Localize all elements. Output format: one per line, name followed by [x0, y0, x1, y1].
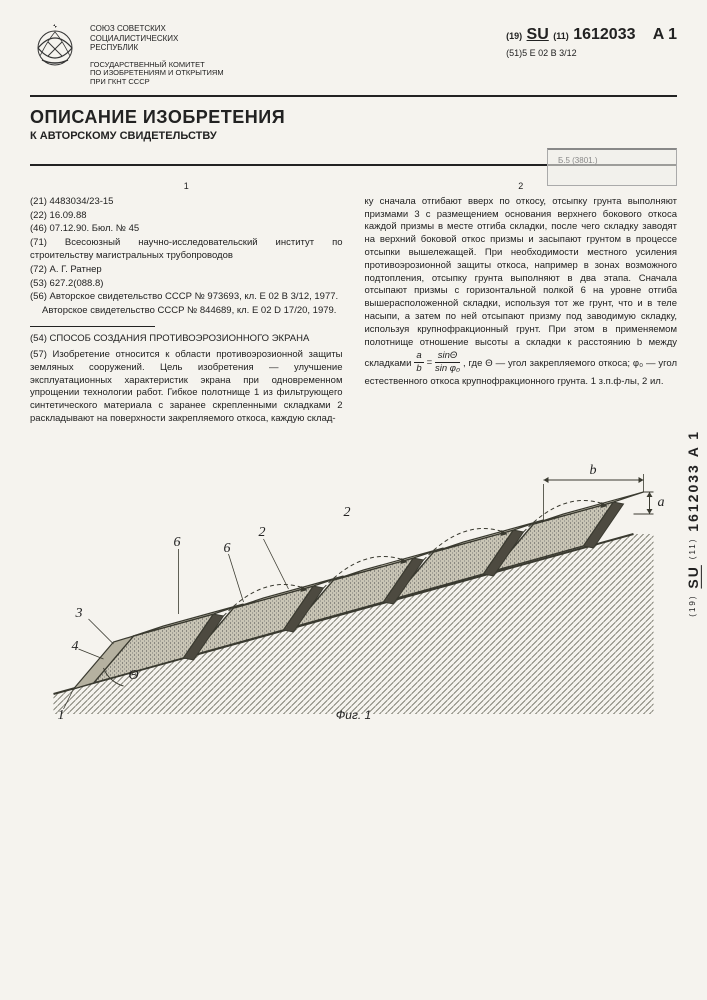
abstract-left: (57) Изобретение относится к области про… — [30, 349, 343, 426]
biblio-ref2: Авторское свидетельство СССР № 844689, к… — [30, 305, 343, 318]
side-suffix: A 1 — [685, 430, 701, 457]
invention-title: (54) СПОСОБ СОЗДАНИЯ ПРОТИВОЭРОЗИОННОГО … — [30, 333, 343, 346]
patent-id-block: (19) SU (11) 1612033 A 1 (51)5 E 02 B 3/… — [506, 20, 677, 58]
stamp-text: Б.5 (3801.) — [558, 156, 598, 165]
formula: a b = sinΘ sin φ₀ — [414, 357, 463, 368]
abstract-right-2: , где Θ — угол закрепляемого откоса; φ₀ … — [365, 357, 678, 387]
biblio-udc: (53) 627.2(088.8) — [30, 278, 343, 291]
svg-text:4: 4 — [72, 639, 79, 654]
pub-code-label: (11) — [553, 31, 569, 41]
svg-text:2: 2 — [259, 525, 266, 540]
abstract-right-1: ку сначала отгибают вверх по откосу, отс… — [365, 196, 678, 369]
biblio-appnum: (21) 4483034/23-15 — [30, 196, 343, 209]
title-block: ОПИСАНИЕ ИЗОБРЕТЕНИЯ К АВТОРСКОМУ СВИДЕТ… — [30, 107, 677, 142]
stamp-box: Б.5 (3801.) — [547, 148, 677, 186]
svg-text:1: 1 — [58, 708, 65, 723]
side-num: 1612033 — [685, 463, 701, 532]
country-code-label: (19) — [506, 31, 522, 41]
column-left: 1 (21) 4483034/23-15 (22) 16.09.88 (46) … — [30, 180, 343, 426]
doc-subtitle: К АВТОРСКОМУ СВИДЕТЕЛЬСТВУ — [30, 130, 677, 142]
biblio-pubdate: (46) 07.12.90. Бюл. № 45 — [30, 223, 343, 236]
svg-text:2: 2 — [344, 505, 351, 520]
figure-caption: Фиг. 1 — [336, 708, 371, 722]
state-emblem-icon — [30, 20, 80, 70]
bibliographic-data: (21) 4483034/23-15 (22) 16.09.88 (46) 07… — [30, 196, 343, 318]
column-right: 2 ку сначала отгибают вверх по откосу, о… — [365, 180, 678, 426]
doc-title: ОПИСАНИЕ ИЗОБРЕТЕНИЯ — [30, 107, 677, 128]
svg-text:6: 6 — [174, 535, 181, 550]
country-su: SU — [527, 26, 549, 43]
figure-1: 1 3 4 6 6 2 2 Θ a b Фиг. 1 — [30, 454, 677, 724]
side-prefix: (19) — [688, 594, 697, 616]
col-num-1: 1 — [30, 180, 343, 192]
divider — [30, 95, 677, 97]
header: СОЮЗ СОВЕТСКИХ СОЦИАЛИСТИЧЕСКИХ РЕСПУБЛИ… — [30, 20, 677, 87]
svg-text:6: 6 — [224, 541, 231, 556]
divider-thin — [30, 326, 155, 327]
biblio-applicant: (71) Всесоюзный научно-исследовательский… — [30, 237, 343, 263]
ipc-class: (51)5 E 02 B 3/12 — [506, 48, 677, 58]
side-patent-code: (19) SU (11) 1612033 A 1 — [685, 430, 701, 617]
committee-name: ГОСУДАРСТВЕННЫЙ КОМИТЕТ ПО ИЗОБРЕТЕНИЯМ … — [90, 61, 496, 87]
svg-text:b: b — [590, 463, 597, 478]
body-columns: 1 (21) 4483034/23-15 (22) 16.09.88 (46) … — [30, 180, 677, 426]
kind-code: A 1 — [653, 26, 677, 43]
side-su: SU — [685, 565, 701, 588]
side-mid: (11) — [688, 538, 697, 560]
biblio-inventor: (72) А. Г. Ратнер — [30, 264, 343, 277]
svg-text:a: a — [658, 495, 665, 510]
svg-text:Θ: Θ — [129, 668, 139, 683]
biblio-date: (22) 16.09.88 — [30, 210, 343, 223]
svg-text:3: 3 — [75, 606, 83, 621]
union-name: СОЮЗ СОВЕТСКИХ СОЦИАЛИСТИЧЕСКИХ РЕСПУБЛИ… — [90, 24, 496, 53]
patent-number: 1612033 — [573, 26, 635, 43]
biblio-ref1: (56) Авторское свидетельство СССР № 9736… — [30, 291, 343, 304]
